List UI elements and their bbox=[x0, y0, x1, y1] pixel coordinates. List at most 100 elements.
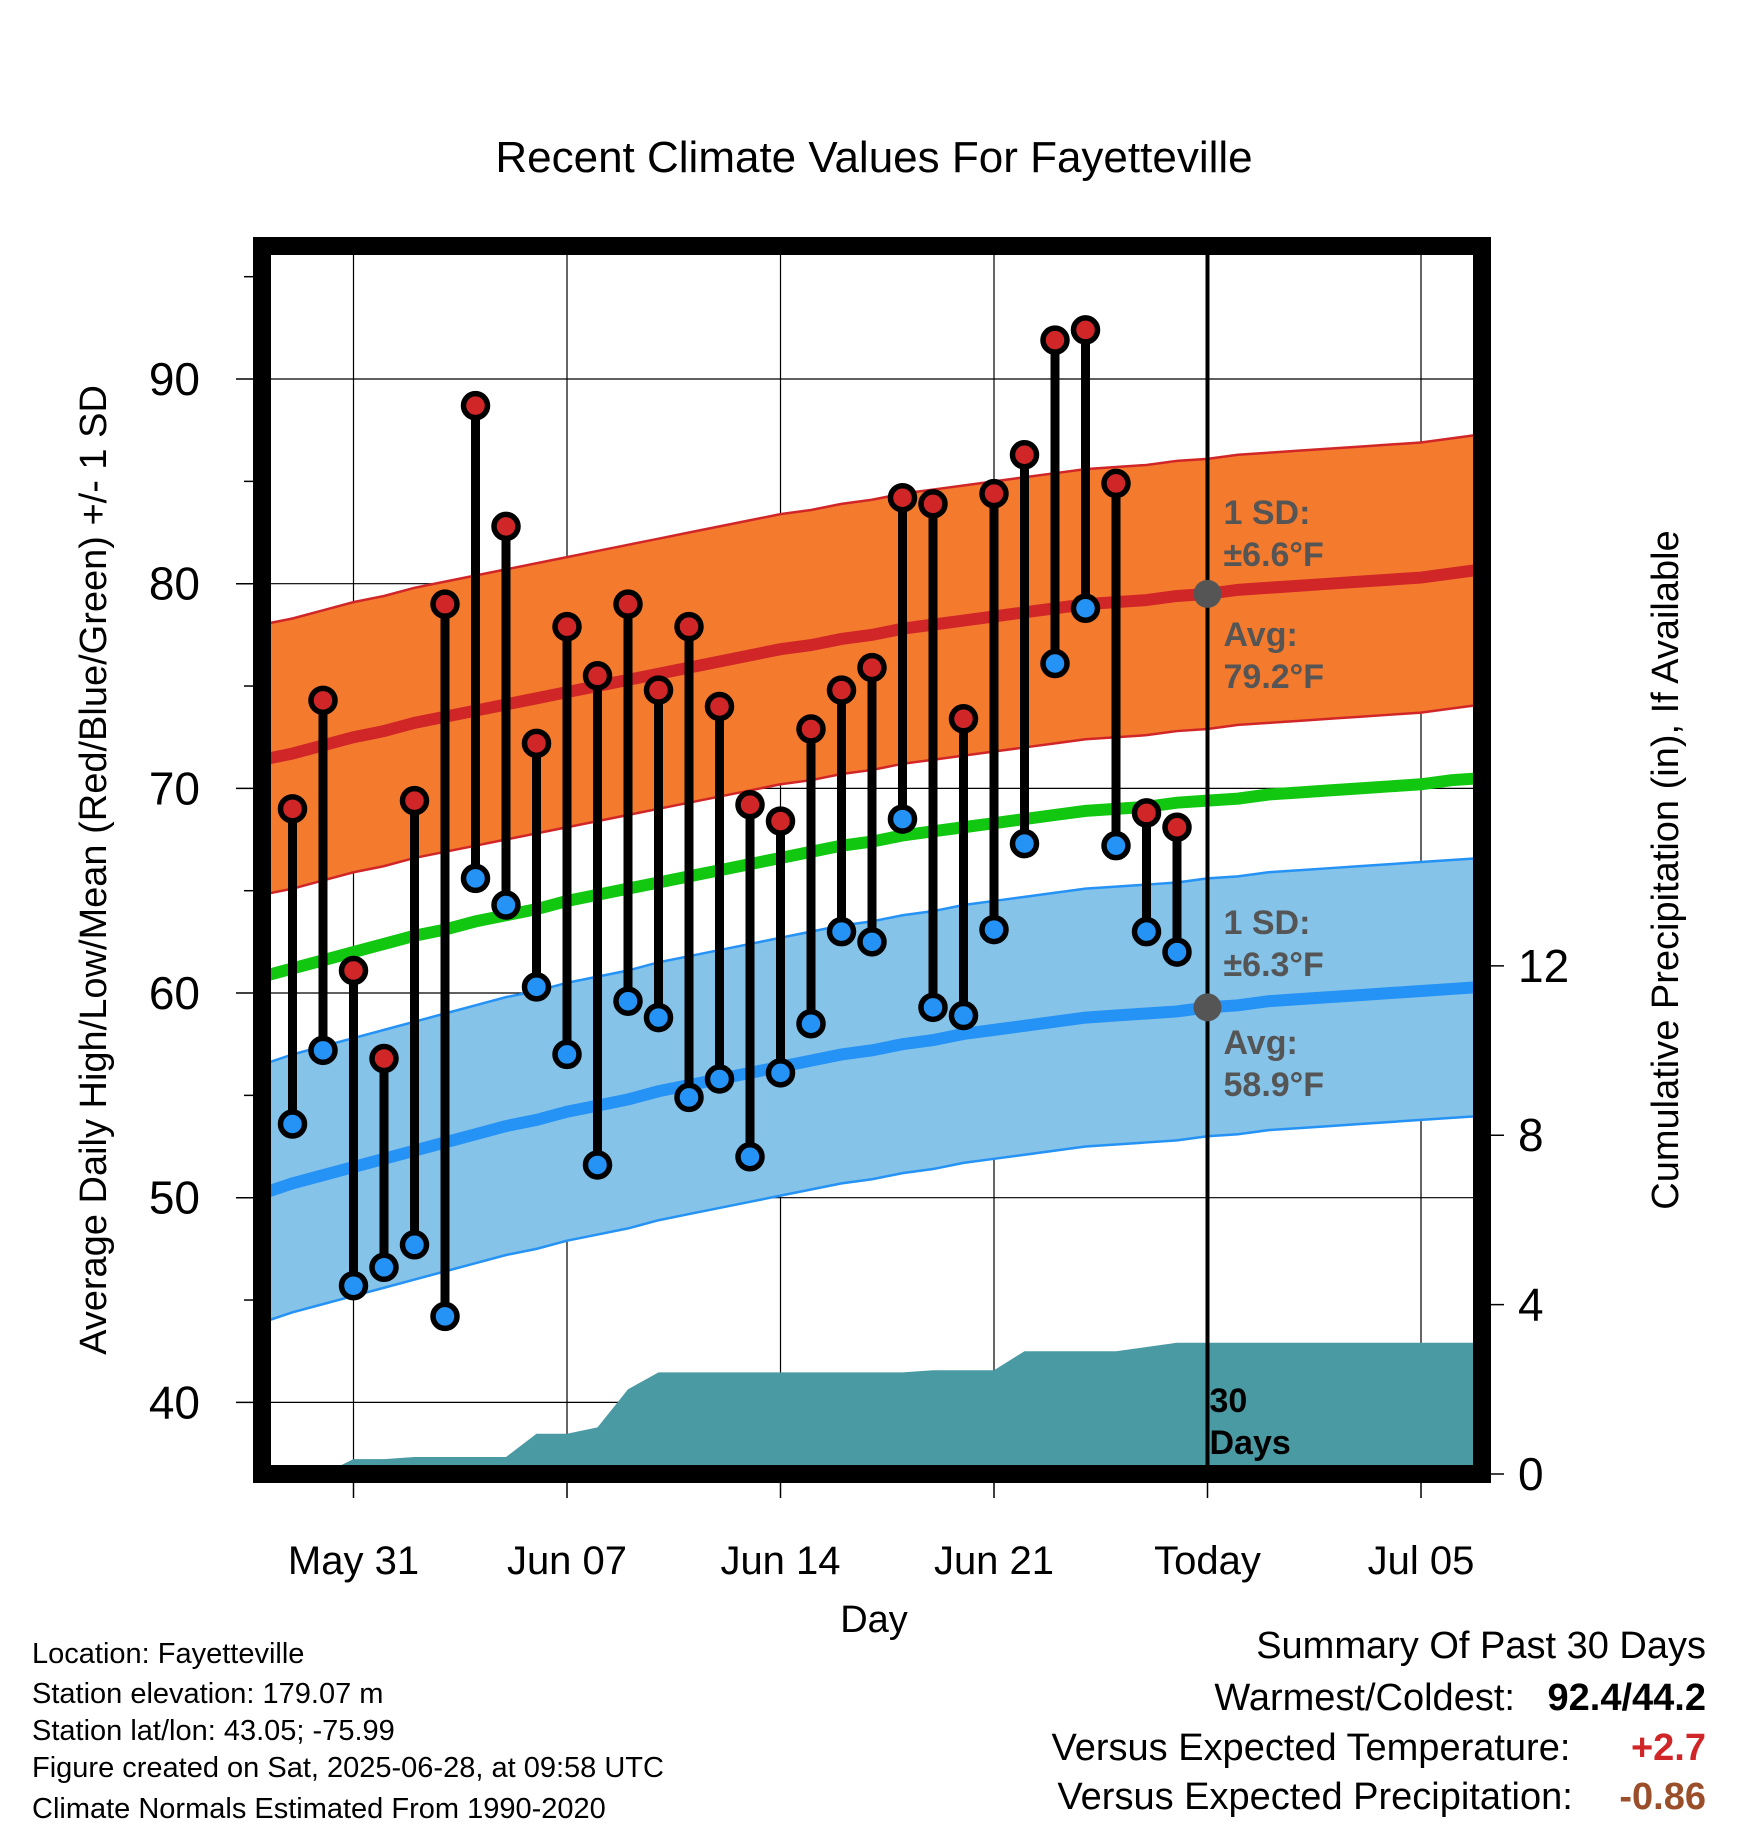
obs-low-point bbox=[1101, 830, 1131, 861]
low-avg-label: Avg: bbox=[1224, 1024, 1298, 1062]
high-avg-label: Avg: bbox=[1224, 616, 1298, 654]
summary-temp-value: +2.7 bbox=[1630, 1727, 1706, 1769]
y-tick-label: 70 bbox=[149, 762, 200, 814]
obs-high-point bbox=[521, 728, 552, 759]
obs-high-point bbox=[887, 482, 918, 513]
obs-low-point bbox=[735, 1142, 765, 1172]
obs-low-point bbox=[948, 1000, 979, 1031]
obs-high-point bbox=[1040, 325, 1070, 355]
summary-warm-cold-label: Warmest/Coldest: bbox=[1214, 1677, 1515, 1719]
x-tick-label: Jun 07 bbox=[507, 1539, 627, 1583]
obs-low-point bbox=[1009, 828, 1040, 859]
obs-high-point bbox=[491, 511, 521, 542]
obs-low-point bbox=[1131, 916, 1162, 947]
annotations: 1 SD: ±6.6°F Avg: 79.2°F 1 SD: ±6.3°F Avg: 58.9… bbox=[1210, 494, 1325, 1462]
summary-warm-cold-value: 92.4/44.2 bbox=[1547, 1677, 1706, 1719]
y2-axis-label: Cumulative Precipitation (in), If Availa… bbox=[1645, 530, 1687, 1209]
y-tick-label: 60 bbox=[149, 967, 200, 1019]
observation-series bbox=[277, 315, 1192, 1332]
info-elevation: Station elevation: 179.07 m bbox=[32, 1678, 384, 1710]
high-avg-value: 79.2°F bbox=[1224, 658, 1325, 696]
info-latlon: Station lat/lon: 43.05; -75.99 bbox=[32, 1715, 395, 1747]
x-tick-label: Today bbox=[1154, 1539, 1261, 1583]
obs-high-point bbox=[1131, 798, 1162, 828]
obs-high-point bbox=[399, 785, 430, 816]
today-high-avg-marker bbox=[1193, 579, 1222, 608]
x-axis-label: Day bbox=[840, 1599, 908, 1641]
obs-low-point bbox=[643, 1002, 674, 1033]
obs-high-point bbox=[613, 589, 643, 619]
obs-high-point bbox=[674, 611, 704, 642]
obs-high-point bbox=[948, 704, 979, 734]
obs-high-point bbox=[1070, 315, 1101, 345]
obs-low-point bbox=[613, 986, 643, 1016]
y2-tick-label: 12 bbox=[1518, 940, 1569, 992]
info-location: Location: Fayetteville bbox=[32, 1638, 305, 1670]
high-sd-band-upper-edge bbox=[261, 433, 1483, 626]
obs-high-point bbox=[277, 794, 308, 824]
obs-low-point bbox=[491, 890, 521, 920]
obs-low-point bbox=[399, 1230, 430, 1260]
obs-low-point bbox=[765, 1058, 796, 1088]
low-avg-value: 58.9°F bbox=[1224, 1066, 1325, 1104]
precip-area bbox=[262, 1342, 1482, 1474]
today-line bbox=[1193, 246, 1222, 1474]
obs-high-point bbox=[979, 478, 1009, 509]
obs-high-point bbox=[918, 489, 948, 519]
obs-high-point bbox=[430, 589, 460, 619]
chart-title: Recent Climate Values For Fayetteville bbox=[495, 133, 1252, 182]
axes: 40 50 60 70 80 90 0 4 8 12 May 31 Jun 07 Jun 14 Jun 2… bbox=[149, 275, 1569, 1583]
obs-low-point bbox=[521, 972, 552, 1002]
y-tick-label: 50 bbox=[149, 1172, 200, 1224]
info-created: Figure created on Sat, 2025-06-28, at 09… bbox=[32, 1752, 664, 1784]
y-axis-label: Average Daily High/Low/Mean (Red/Blue/Gr… bbox=[73, 385, 115, 1355]
low-sd-band bbox=[262, 857, 1482, 1323]
obs-high-point bbox=[735, 789, 765, 820]
obs-low-point bbox=[338, 1270, 369, 1301]
obs-low-point bbox=[277, 1109, 308, 1139]
obs-low-point bbox=[430, 1301, 460, 1332]
obs-high-point bbox=[338, 955, 369, 986]
summary-precip-label: Versus Expected Precipitation: bbox=[1057, 1776, 1573, 1818]
obs-low-point bbox=[704, 1064, 735, 1094]
y2-tick-label: 8 bbox=[1518, 1109, 1544, 1161]
obs-low-point bbox=[796, 1008, 826, 1039]
y-tick-label: 40 bbox=[149, 1376, 200, 1428]
obs-high-point bbox=[796, 714, 826, 744]
obs-low-point bbox=[918, 992, 948, 1023]
obs-low-point bbox=[826, 916, 857, 947]
x-tick-label: May 31 bbox=[288, 1539, 419, 1583]
obs-high-point bbox=[704, 691, 735, 722]
days-count-number: 30 bbox=[1210, 1382, 1248, 1420]
obs-high-point bbox=[826, 675, 857, 705]
obs-low-point bbox=[887, 804, 918, 834]
precipitation-area bbox=[262, 1342, 1482, 1474]
high-sd-label: 1 SD: bbox=[1224, 494, 1311, 532]
obs-low-point bbox=[369, 1252, 399, 1283]
low-avg-line bbox=[260, 980, 1483, 1200]
plot-frame bbox=[253, 237, 1491, 1483]
summary-temp-label: Versus Expected Temperature: bbox=[1051, 1727, 1571, 1769]
x-tick-label: Jun 21 bbox=[934, 1539, 1054, 1583]
obs-high-point bbox=[643, 675, 674, 705]
summary-precip-value: -0.86 bbox=[1619, 1776, 1706, 1818]
summary-heading: Summary Of Past 30 Days bbox=[1256, 1625, 1706, 1667]
y2-tick-label: 0 bbox=[1518, 1448, 1544, 1500]
obs-low-point bbox=[552, 1039, 582, 1070]
obs-high-point bbox=[1162, 812, 1192, 843]
obs-high-point bbox=[308, 685, 338, 716]
obs-high-point bbox=[582, 661, 613, 691]
obs-high-point bbox=[460, 390, 491, 421]
obs-high-point bbox=[857, 652, 887, 683]
obs-low-point bbox=[1070, 593, 1101, 624]
low-sd-band-lower-edge bbox=[261, 1114, 1483, 1324]
obs-high-point bbox=[369, 1043, 399, 1074]
obs-low-point bbox=[582, 1150, 613, 1180]
obs-low-point bbox=[1040, 648, 1070, 679]
summary-precip: Versus Expected Precipitation: -0.86 bbox=[1057, 1778, 1706, 1816]
today-low-avg-marker bbox=[1193, 993, 1222, 1022]
x-tick-label: Jul 05 bbox=[1368, 1539, 1475, 1583]
high-avg-line bbox=[260, 563, 1483, 766]
x-tick-label: Jun 14 bbox=[720, 1539, 840, 1583]
